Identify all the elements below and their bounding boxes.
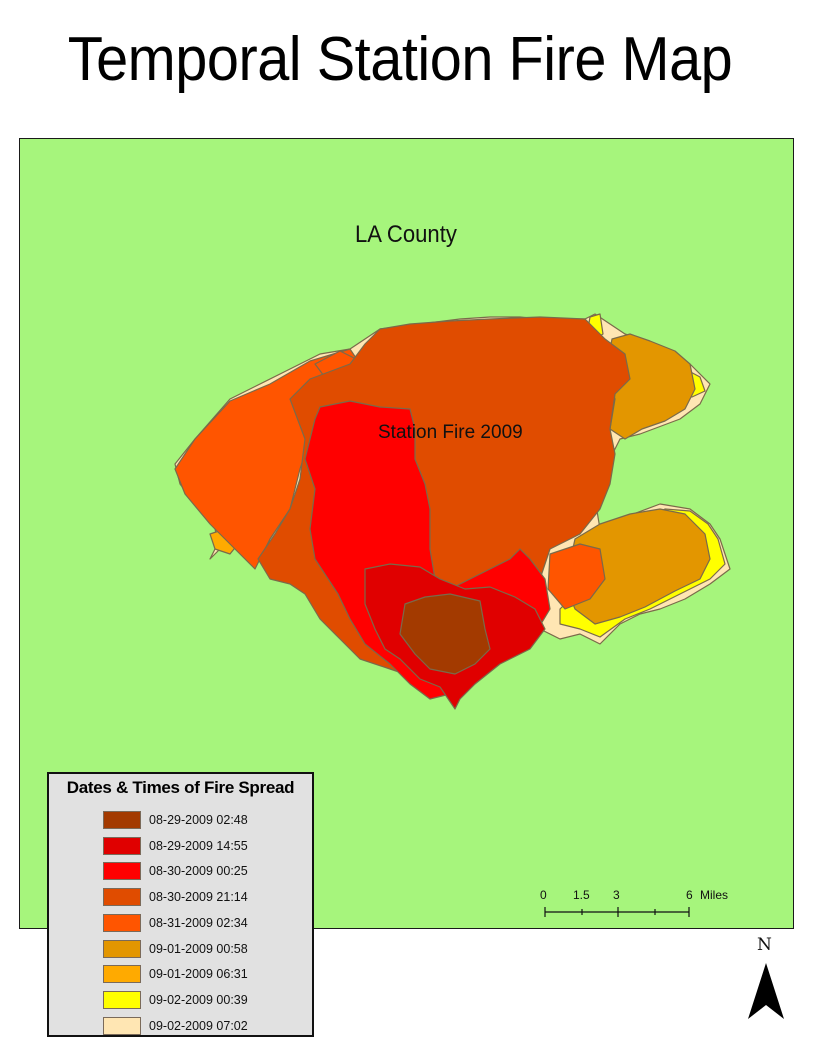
perimeter-08-29-0248 [399, 593, 491, 675]
scale-tick-6: 6 [686, 888, 693, 902]
fire-perimeter-map [174, 313, 731, 710]
legend: Dates & Times of Fire Spread 08-29-2009 … [47, 772, 314, 1037]
legend-label: 09-01-2009 06:31 [149, 967, 248, 982]
scale-bar: 0 1.5 3 6 Miles [540, 888, 740, 918]
legend-item: 08-31-2009 02:34 [103, 912, 248, 934]
legend-item: 09-01-2009 06:31 [103, 963, 248, 985]
legend-label: 08-29-2009 02:48 [149, 813, 248, 827]
north-arrow: N [744, 935, 788, 1025]
legend-item: 09-02-2009 00:39 [103, 989, 248, 1011]
legend-label: 08-29-2009 14:55 [149, 838, 248, 853]
legend-label: 09-02-2009 07:02 [149, 1018, 248, 1033]
fire-label: Station Fire 2009 [378, 422, 523, 443]
north-arrow-icon [748, 963, 784, 1019]
legend-title: Dates & Times of Fire Spread [66, 778, 295, 797]
legend-swatch [103, 811, 141, 829]
legend-swatch [103, 1016, 141, 1035]
perimeter-09-01-0058 [564, 508, 711, 625]
legend-swatch [103, 836, 141, 855]
scale-tick-0: 0 [540, 888, 547, 902]
legend-label: 09-01-2009 00:58 [149, 941, 248, 956]
scale-bar-line [544, 907, 690, 917]
legend-label: 08-30-2009 21:14 [149, 890, 248, 905]
county-label: LA County [355, 221, 457, 248]
legend-item: 08-29-2009 02:48 [103, 809, 248, 831]
legend-swatch [103, 939, 141, 958]
legend-item: 08-29-2009 14:55 [103, 835, 248, 857]
legend-swatch [103, 862, 141, 881]
legend-label: 08-31-2009 02:34 [149, 915, 248, 930]
legend-item: 08-30-2009 00:25 [103, 860, 248, 882]
legend-swatch [103, 990, 141, 1009]
legend-swatch [103, 888, 141, 907]
scale-tick-1-5: 1.5 [573, 888, 590, 902]
legend-swatch [103, 913, 141, 932]
legend-swatch [103, 965, 141, 984]
legend-item: 09-02-2009 07:02 [103, 1015, 248, 1035]
legend-item: 08-30-2009 21:14 [103, 886, 248, 908]
scale-unit: Miles [700, 888, 729, 902]
legend-item: 09-01-2009 00:58 [103, 938, 248, 960]
map-title: Temporal Station Fire Map [67, 25, 733, 94]
legend-label: 09-02-2009 00:39 [149, 992, 248, 1007]
north-label: N [757, 935, 772, 955]
legend-label: 08-30-2009 00:25 [149, 864, 248, 879]
scale-tick-3: 3 [613, 888, 620, 902]
